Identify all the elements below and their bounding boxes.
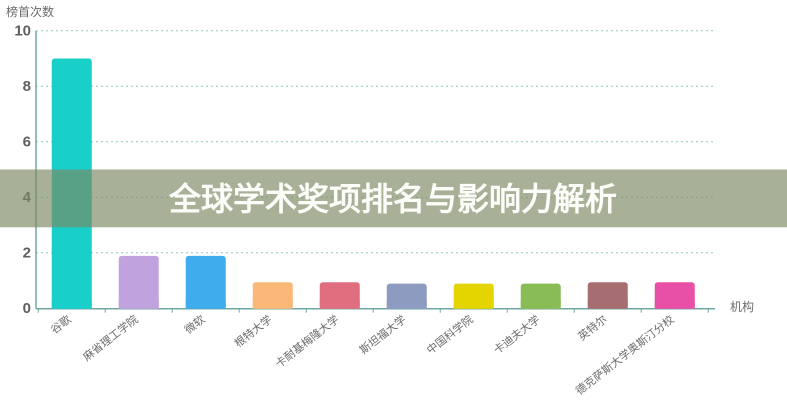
svg-text:2: 2 xyxy=(23,245,31,262)
svg-text:8: 8 xyxy=(23,78,31,95)
svg-text:榜首次数: 榜首次数 xyxy=(6,4,54,19)
svg-text:6: 6 xyxy=(23,134,31,151)
svg-text:机构: 机构 xyxy=(730,299,754,314)
svg-text:0: 0 xyxy=(23,300,31,317)
svg-text:全球学术奖项排名与影响力解析: 全球学术奖项排名与影响力解析 xyxy=(168,181,617,217)
svg-text:10: 10 xyxy=(14,23,31,40)
